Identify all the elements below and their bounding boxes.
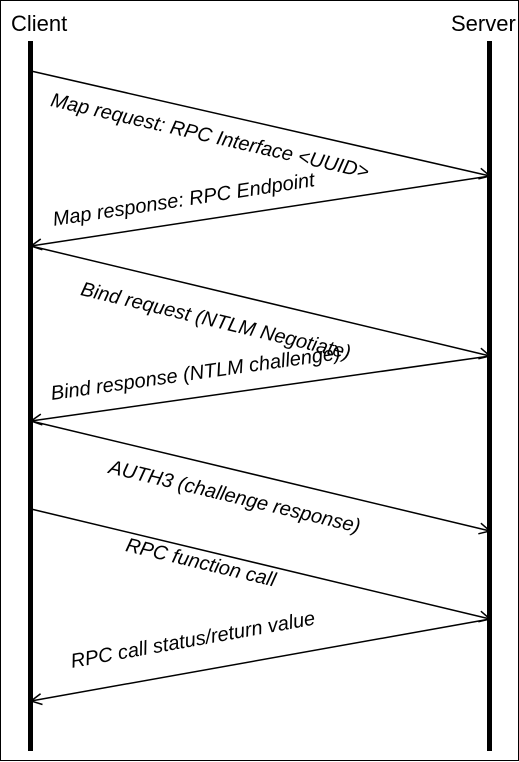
sequence-diagram: Client Server Map request: RPC Interface… bbox=[0, 0, 519, 761]
message-arrow-line bbox=[31, 509, 490, 619]
